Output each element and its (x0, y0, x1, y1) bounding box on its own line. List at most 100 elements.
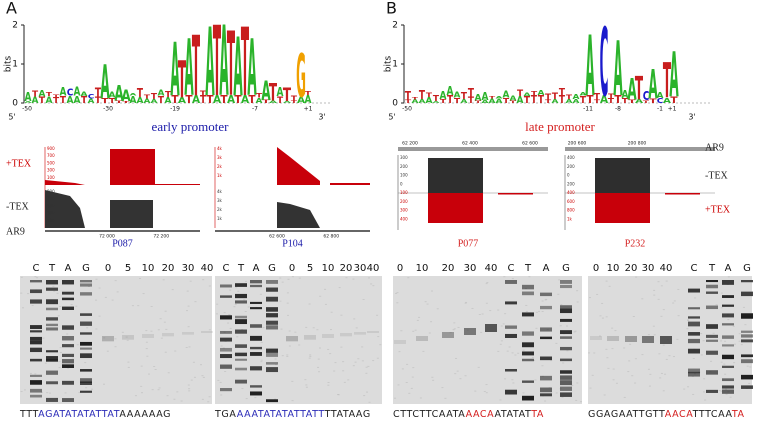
gel-band (540, 305, 552, 310)
logo-letter: T (220, 94, 228, 106)
track-scale: 100 (400, 190, 408, 195)
gel-noise (485, 392, 488, 394)
gel-band (30, 358, 42, 362)
lane-label: 30 (464, 263, 477, 274)
gel-band (220, 295, 232, 298)
gel-noise (376, 357, 379, 359)
gel-noise (288, 330, 291, 332)
logo-letter: T (81, 95, 88, 106)
gel-noise (98, 315, 101, 317)
gel-noise (193, 376, 196, 378)
gel-noise (260, 359, 263, 361)
logo-letter: T (185, 94, 193, 106)
gel-noise (286, 302, 289, 304)
gel-band (102, 336, 114, 342)
logo-letter: T (608, 92, 615, 99)
logo-letter: A (447, 84, 455, 99)
logo-letter: A (130, 93, 138, 97)
gel-noise (692, 393, 695, 395)
gel-band (62, 325, 74, 330)
gel-noise (566, 350, 569, 352)
gel-band (220, 364, 232, 369)
lane-label: 40 (367, 263, 380, 274)
gel-noise (607, 367, 610, 369)
gel-band (722, 280, 734, 285)
gel-band (741, 374, 753, 380)
logo-letter: A (657, 90, 665, 99)
gel-noise (660, 285, 663, 287)
logo-letter: A (241, 94, 250, 106)
gel-band (741, 316, 753, 319)
coordinate: 62 600 (522, 141, 538, 147)
gel-band (660, 336, 672, 344)
gel-noise (629, 343, 632, 345)
gel-noise (20, 391, 23, 393)
gel-noise (340, 346, 343, 348)
logo-letter: A (426, 96, 433, 105)
gel-noise (173, 398, 176, 400)
sequence-part: TA (731, 409, 745, 420)
gel-band (505, 301, 517, 305)
gel-band (722, 313, 734, 318)
logo-letter: T (468, 87, 474, 100)
logo-y-tick: 2 (12, 21, 18, 31)
gel-band (266, 348, 278, 353)
sequence-part: AACA (665, 409, 694, 420)
gel-noise (672, 302, 675, 304)
gel-noise (308, 357, 311, 359)
logo-caption: late promoter (525, 119, 595, 134)
logo-letter: C (657, 97, 664, 105)
gel-noise (664, 373, 667, 375)
logo-letter: T (538, 94, 544, 106)
gel-noise (281, 281, 284, 283)
gel-noise (658, 353, 661, 355)
gel-noise (59, 351, 62, 353)
gel-noise (154, 368, 157, 370)
gel-noise (430, 321, 433, 323)
gel-band (706, 370, 718, 375)
gel-band (540, 327, 552, 332)
gel-noise (316, 329, 319, 331)
gel-band (30, 380, 42, 385)
logo-x-tick: -11 (583, 106, 593, 113)
gel-noise (724, 340, 727, 342)
row-label: -TEX (6, 201, 30, 212)
gel-noise (720, 307, 723, 309)
gel-noise (544, 400, 547, 402)
gel-band (62, 353, 74, 357)
gel-band (266, 325, 278, 330)
gel-noise (91, 388, 94, 390)
gel-noise (106, 350, 109, 352)
logo-letter: T (405, 99, 411, 105)
lane-label: T (48, 263, 56, 274)
gel-noise (274, 364, 277, 366)
logo-letter: T (277, 96, 284, 106)
gel-noise (634, 358, 637, 360)
gel-noise (535, 327, 538, 329)
logo-letter: A (412, 98, 419, 104)
gel-noise (148, 373, 151, 375)
logo-x-tick: -1 (657, 106, 663, 113)
gel-noise (398, 351, 401, 353)
logo-letter: A (482, 100, 490, 105)
gel-band (30, 347, 42, 353)
gel-band (62, 291, 74, 295)
gel-band (235, 367, 247, 371)
gel-band (741, 385, 753, 389)
gel-noise (724, 373, 727, 375)
logo-letter: T (628, 99, 636, 104)
logo-letter: A (635, 98, 644, 104)
sequence: TGAAAATATATATTATTTTATAAG (214, 409, 371, 420)
lane-label: 30 (642, 263, 655, 274)
track-scale: 700 (47, 196, 55, 201)
sequence-part: GGAGAATTGTT (588, 409, 665, 420)
logo-letter: T (545, 99, 551, 105)
gel-noise (605, 280, 608, 282)
gel-band (706, 284, 718, 289)
logo-letter: T (643, 100, 650, 104)
gel-band (522, 284, 534, 290)
gel-noise (589, 387, 592, 389)
gel-noise (478, 313, 481, 315)
gel-band (706, 305, 718, 310)
track-scale: 400 (400, 216, 408, 221)
